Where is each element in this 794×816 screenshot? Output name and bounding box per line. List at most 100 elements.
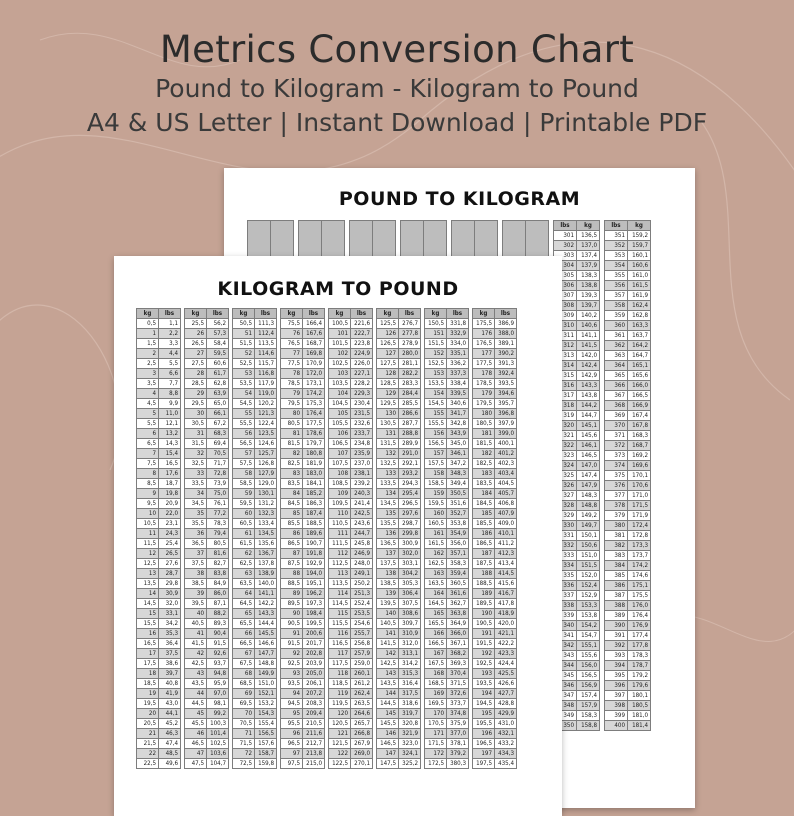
value-from: 138,5 <box>376 578 399 589</box>
value-to: 171,9 <box>627 510 651 521</box>
value-from: 121 <box>328 728 351 739</box>
table-row: 122,5 270,1 <box>328 758 373 769</box>
table-row: 115,5 254,6 <box>328 618 373 629</box>
value-from: 62 <box>232 548 255 559</box>
value-to: 192,9 <box>302 558 325 569</box>
value-from: 6 <box>136 428 159 439</box>
value-to: 181,4 <box>627 720 651 731</box>
value-from: 117 <box>328 648 351 659</box>
value-to: 20,9 <box>158 498 181 509</box>
table-row: 58 127,9 <box>232 468 277 479</box>
value-to: 302,0 <box>398 548 421 559</box>
value-to: 179,7 <box>302 438 325 449</box>
table-row: 390 176,9 <box>604 620 651 631</box>
value-to: 179,6 <box>627 680 651 691</box>
value-to: 297,6 <box>398 508 421 519</box>
value-to: 362,7 <box>446 598 469 609</box>
value-from: 51 <box>232 328 255 339</box>
value-to: 149,2 <box>576 510 600 521</box>
table-row: 158,5 349,4 <box>424 478 469 489</box>
table-row: 75,5 166,4 <box>280 318 325 329</box>
value-from: 168,5 <box>424 678 447 689</box>
value-to: 159,2 <box>627 230 651 241</box>
value-from: 125,5 <box>376 318 399 329</box>
table-row: 180 396,8 <box>472 408 517 419</box>
table-row: 188 414,5 <box>472 568 517 579</box>
value-to: 229,3 <box>350 388 373 399</box>
value-from: 59 <box>232 488 255 499</box>
table-row: 116 255,7 <box>328 628 373 639</box>
value-from: 81,5 <box>280 438 303 449</box>
value-from: 22 <box>136 748 159 759</box>
value-to: 23,1 <box>158 518 181 529</box>
table-row: 132,5 292,1 <box>376 458 421 469</box>
table-row: 391 177,4 <box>604 630 651 641</box>
table-row: 183 403,4 <box>472 468 517 479</box>
value-to: 263,5 <box>350 698 373 709</box>
value-from: 162,5 <box>424 558 447 569</box>
table-row: 59,5 131,2 <box>232 498 277 509</box>
value-from: 179 <box>472 388 495 399</box>
value-to: 37,5 <box>158 648 181 659</box>
table-row: 165 363,8 <box>424 608 469 619</box>
value-to: 175,5 <box>627 590 651 601</box>
value-from: 129,5 <box>376 398 399 409</box>
table-row: 101 222,7 <box>328 328 373 339</box>
value-from: 395 <box>604 670 628 681</box>
value-to: 228,2 <box>350 378 373 389</box>
table-row: 39,5 87,1 <box>184 598 229 609</box>
value-to: 33,1 <box>158 608 181 619</box>
table-row: 127,5 281,1 <box>376 358 421 369</box>
table-row: 189 416,7 <box>472 588 517 599</box>
table-row: 183,5 404,5 <box>472 478 517 489</box>
value-to: 278,9 <box>398 338 421 349</box>
value-from: 135 <box>376 508 399 519</box>
value-from: 45,5 <box>184 718 207 729</box>
value-from: 2,5 <box>136 358 159 369</box>
value-to: 94,8 <box>206 668 229 679</box>
table-row: 82 180,8 <box>280 448 325 459</box>
column-header-from: kg <box>184 308 207 319</box>
value-from: 177 <box>472 348 495 359</box>
value-from: 159 <box>424 488 447 499</box>
value-to: 155,4 <box>254 718 277 729</box>
value-from: 14,5 <box>136 598 159 609</box>
table-row: 29,5 65,0 <box>184 398 229 409</box>
column-header-from: kg <box>328 308 351 319</box>
column-header-to: lbs <box>206 308 229 319</box>
value-from: 196,5 <box>472 738 495 749</box>
value-from: 180 <box>472 408 495 419</box>
table-row: 397 180,1 <box>604 690 651 701</box>
value-from: 388 <box>604 600 628 611</box>
value-from: 6,5 <box>136 438 159 449</box>
table-row: 34,5 76,1 <box>184 498 229 509</box>
value-to: 293,2 <box>398 468 421 479</box>
value-to: 147,0 <box>576 460 600 471</box>
table-row: 4,5 9,9 <box>136 398 181 409</box>
table-row: 31 68,3 <box>184 428 229 439</box>
value-to: 65,0 <box>206 398 229 409</box>
value-from: 107 <box>328 448 351 459</box>
value-from: 192,5 <box>472 658 495 669</box>
table-row: 43 94,8 <box>184 668 229 679</box>
table-row: 355 161,0 <box>604 270 651 281</box>
value-from: 119,5 <box>328 698 351 709</box>
value-to: 77,2 <box>206 508 229 519</box>
value-from: 358 <box>604 300 628 311</box>
value-to: 415,6 <box>494 578 517 589</box>
table-row: 106,5 234,8 <box>328 438 373 449</box>
value-from: 117,5 <box>328 658 351 669</box>
value-to: 149,7 <box>576 520 600 531</box>
value-from: 187,5 <box>472 558 495 569</box>
value-to: 102,5 <box>206 738 229 749</box>
value-from: 368 <box>604 400 628 411</box>
table-row: 135,5 298,7 <box>376 518 421 529</box>
value-to: 122,4 <box>254 418 277 429</box>
value-from: 353 <box>604 250 628 261</box>
column-header-from: kg <box>232 308 255 319</box>
value-from: 131 <box>376 428 399 439</box>
table-row: 7,5 16,5 <box>136 458 181 469</box>
table-row: 11 24,3 <box>136 528 181 539</box>
table-row: 2 4,4 <box>136 348 181 359</box>
value-to: 141,5 <box>576 340 600 351</box>
